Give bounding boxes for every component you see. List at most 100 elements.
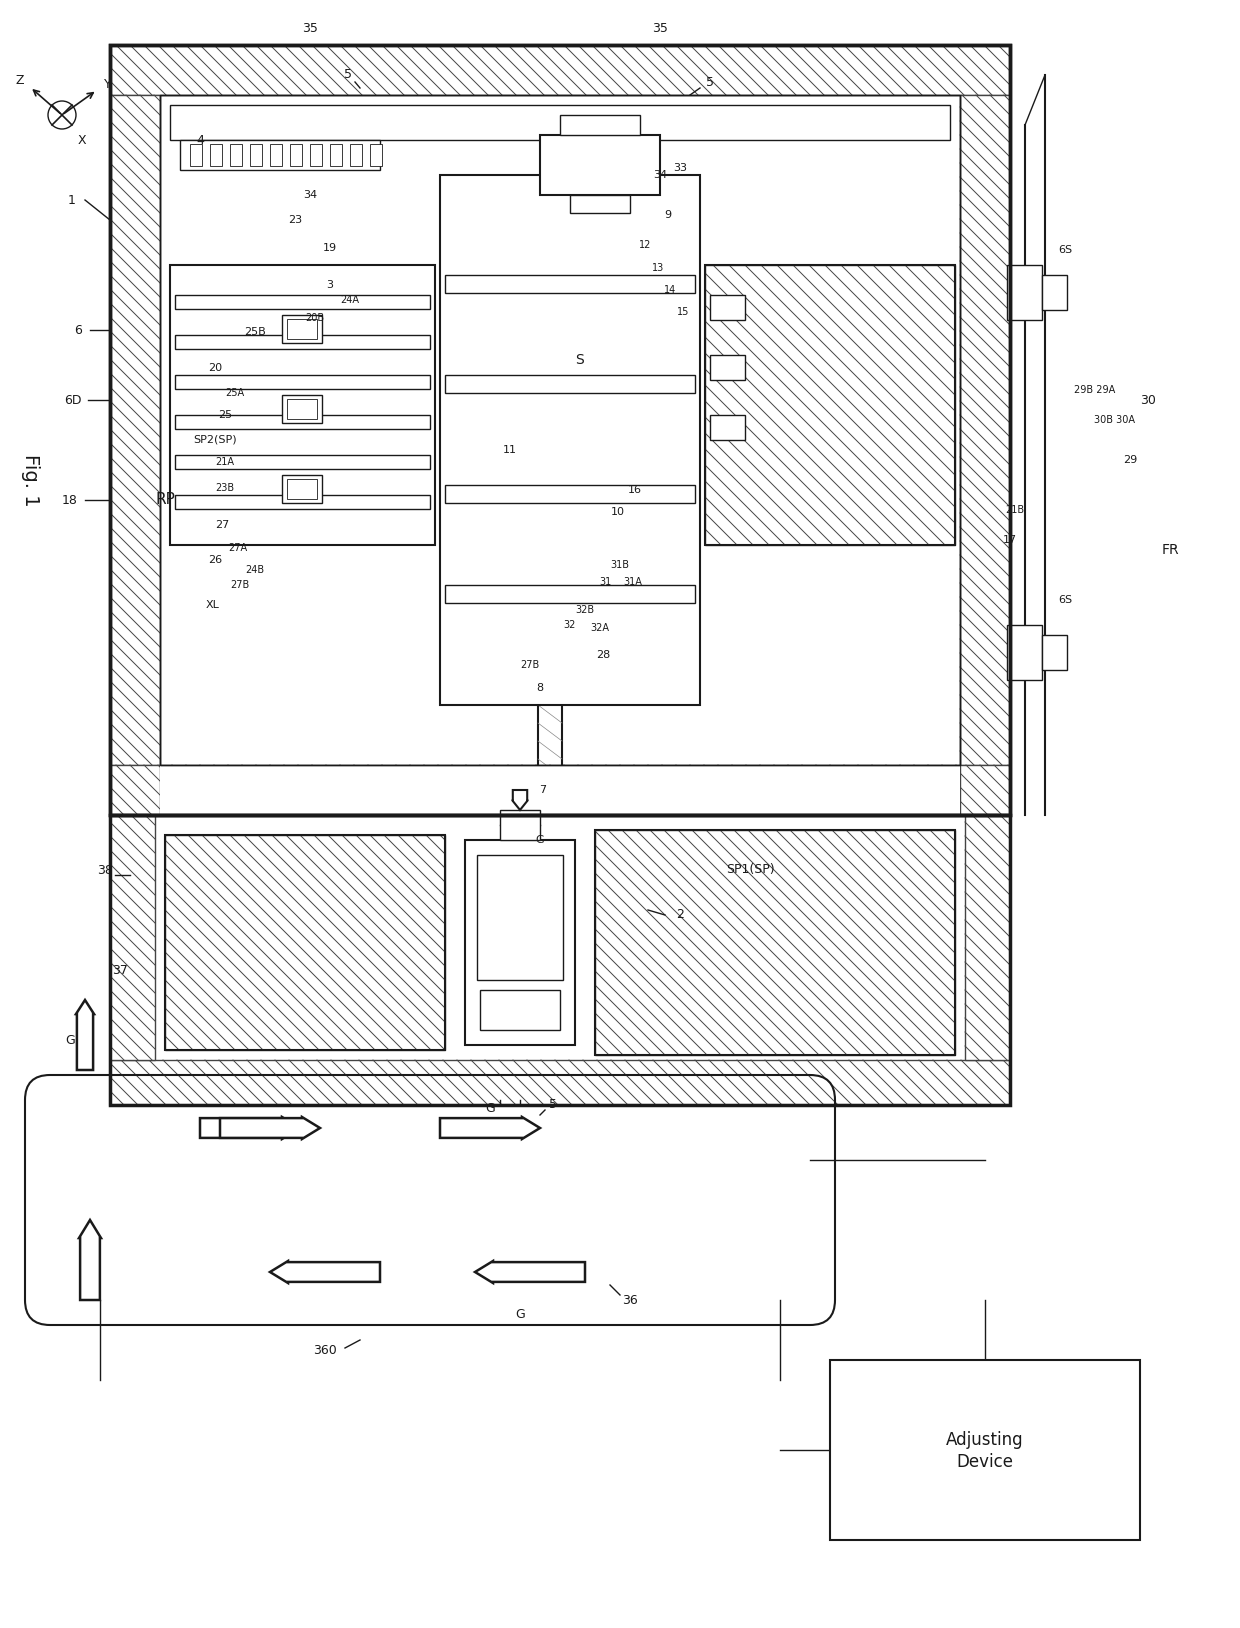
Text: 37: 37 xyxy=(112,964,128,977)
Bar xyxy=(960,94,1011,765)
Bar xyxy=(170,104,950,140)
Text: 24A: 24A xyxy=(341,295,360,304)
Bar xyxy=(161,96,959,764)
Text: 31A: 31A xyxy=(624,576,642,588)
Text: 38: 38 xyxy=(97,863,113,876)
Bar xyxy=(965,816,1011,1060)
Bar xyxy=(445,584,694,602)
Bar xyxy=(160,94,960,765)
Bar xyxy=(960,765,1011,816)
Text: 27B: 27B xyxy=(231,580,249,589)
Text: 6S: 6S xyxy=(1058,244,1073,256)
Polygon shape xyxy=(475,1262,585,1283)
Bar xyxy=(480,990,560,1031)
Text: 27A: 27A xyxy=(228,544,248,554)
Text: 20B: 20B xyxy=(305,313,325,322)
Bar xyxy=(110,46,1011,816)
Bar xyxy=(175,454,430,469)
Text: 11: 11 xyxy=(503,444,517,454)
Bar xyxy=(190,143,202,166)
Text: 23: 23 xyxy=(288,215,303,225)
Bar xyxy=(1007,265,1042,321)
Bar xyxy=(330,143,342,166)
Text: FR: FR xyxy=(1161,544,1179,557)
Bar xyxy=(286,319,317,339)
Text: G: G xyxy=(66,1034,74,1047)
Text: 32B: 32B xyxy=(575,606,594,615)
Text: 27B: 27B xyxy=(521,659,539,671)
Bar xyxy=(210,143,222,166)
Text: 30: 30 xyxy=(1140,394,1156,407)
Text: 14: 14 xyxy=(663,285,676,295)
Polygon shape xyxy=(440,1117,539,1140)
Text: G: G xyxy=(536,835,544,845)
Text: 6: 6 xyxy=(74,324,82,337)
Polygon shape xyxy=(512,790,528,811)
Text: 17: 17 xyxy=(1003,536,1017,545)
Bar xyxy=(290,143,303,166)
Text: 26: 26 xyxy=(208,555,222,565)
Text: 19: 19 xyxy=(322,243,337,252)
Polygon shape xyxy=(270,1262,379,1283)
Text: 6S: 6S xyxy=(1058,594,1073,606)
Bar xyxy=(595,830,955,1055)
Bar xyxy=(445,374,694,392)
Bar xyxy=(175,335,430,348)
Bar xyxy=(165,835,445,1050)
Text: 1: 1 xyxy=(68,194,76,207)
Bar xyxy=(465,840,575,1045)
Bar xyxy=(250,143,262,166)
Text: 7: 7 xyxy=(539,785,547,794)
Bar xyxy=(175,415,430,430)
Text: 8: 8 xyxy=(537,684,543,694)
Bar xyxy=(539,135,660,195)
Bar xyxy=(160,765,960,816)
Text: 6D: 6D xyxy=(64,394,82,407)
Text: 16: 16 xyxy=(627,485,642,495)
Bar xyxy=(175,295,430,309)
Bar xyxy=(229,143,242,166)
Bar xyxy=(477,855,563,980)
Bar xyxy=(110,765,1011,816)
Text: 12: 12 xyxy=(639,239,651,251)
Bar xyxy=(156,816,963,1058)
Polygon shape xyxy=(200,1117,300,1140)
Bar xyxy=(711,355,745,379)
Text: 13: 13 xyxy=(652,264,665,274)
Text: XL: XL xyxy=(206,601,219,610)
Polygon shape xyxy=(219,1117,320,1140)
Bar xyxy=(165,835,445,1050)
Bar xyxy=(560,116,640,135)
Bar xyxy=(445,485,694,503)
Text: 36: 36 xyxy=(622,1294,637,1307)
Text: Y: Y xyxy=(104,78,112,91)
Bar xyxy=(110,816,155,1060)
Text: 21A: 21A xyxy=(216,457,234,467)
Text: 31B: 31B xyxy=(610,560,630,570)
Text: 4: 4 xyxy=(196,133,203,147)
Text: 18: 18 xyxy=(62,493,78,506)
Text: 10: 10 xyxy=(611,506,625,518)
Text: Adjusting: Adjusting xyxy=(946,1431,1024,1449)
Text: 5: 5 xyxy=(343,68,352,81)
Text: 30B 30A: 30B 30A xyxy=(1095,415,1136,425)
Bar xyxy=(440,174,701,705)
Text: G: G xyxy=(515,1309,525,1322)
Bar xyxy=(110,765,160,816)
Bar xyxy=(286,399,317,418)
Text: 24B: 24B xyxy=(246,565,264,575)
Text: 21B: 21B xyxy=(1006,505,1024,514)
Bar xyxy=(706,265,955,545)
Bar xyxy=(270,143,281,166)
Bar xyxy=(110,1060,1011,1105)
Bar xyxy=(175,374,430,389)
Bar xyxy=(711,295,745,321)
Text: 35: 35 xyxy=(652,21,668,34)
Bar xyxy=(175,495,430,510)
Bar xyxy=(570,195,630,213)
Bar xyxy=(500,811,539,840)
Bar xyxy=(110,816,1011,1105)
Bar xyxy=(286,479,317,500)
Text: 360: 360 xyxy=(314,1343,337,1356)
Text: 35: 35 xyxy=(303,21,317,34)
